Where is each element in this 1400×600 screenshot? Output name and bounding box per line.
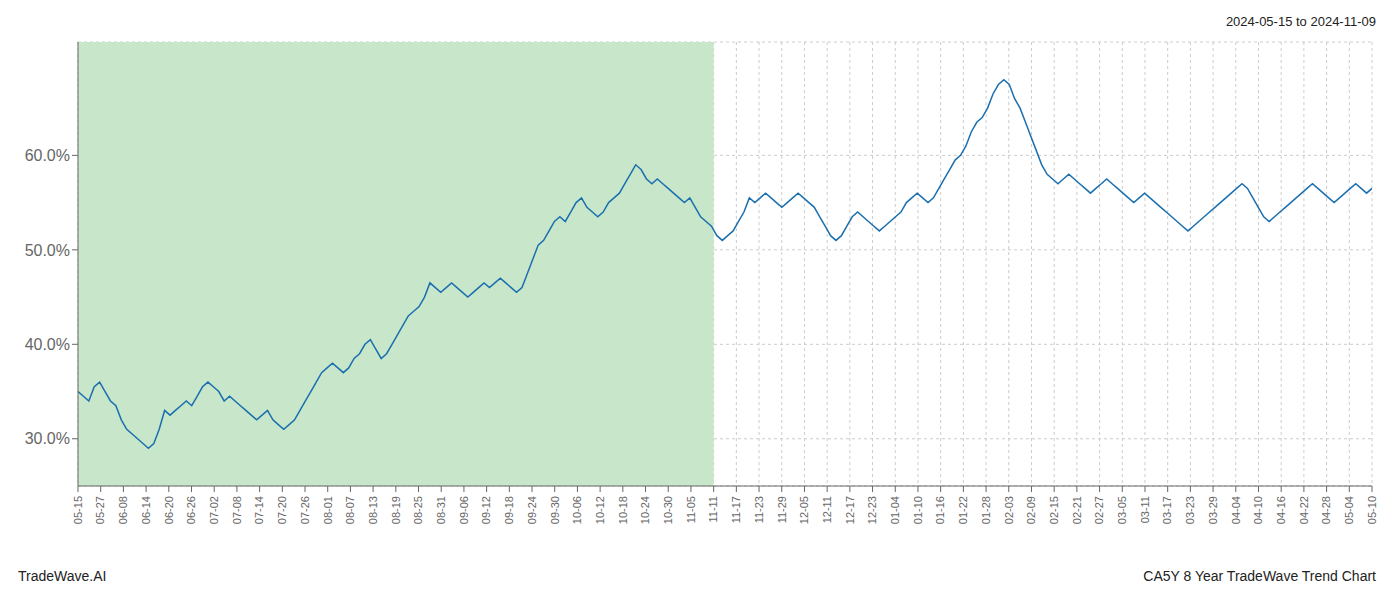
svg-text:01-10: 01-10: [912, 496, 924, 524]
svg-text:12-11: 12-11: [821, 496, 833, 523]
svg-text:12-23: 12-23: [866, 496, 878, 524]
svg-text:10-30: 10-30: [662, 496, 674, 524]
svg-text:09-30: 09-30: [549, 496, 561, 524]
svg-text:03-05: 03-05: [1116, 496, 1128, 524]
svg-text:02-21: 02-21: [1071, 496, 1083, 524]
svg-text:05-10: 05-10: [1366, 496, 1378, 524]
svg-text:12-17: 12-17: [844, 496, 856, 524]
svg-text:04-28: 04-28: [1320, 496, 1332, 524]
svg-text:12-05: 12-05: [798, 496, 810, 524]
svg-text:10-18: 10-18: [617, 496, 629, 524]
svg-text:11-11: 11-11: [707, 496, 719, 523]
svg-text:06-08: 06-08: [117, 496, 129, 524]
svg-text:01-16: 01-16: [934, 496, 946, 524]
svg-text:08-19: 08-19: [390, 496, 402, 524]
svg-text:07-14: 07-14: [253, 496, 265, 524]
svg-text:07-02: 07-02: [208, 496, 220, 524]
svg-text:10-12: 10-12: [594, 496, 606, 524]
svg-text:07-20: 07-20: [276, 496, 288, 524]
svg-text:05-15: 05-15: [72, 496, 84, 524]
svg-text:04-10: 04-10: [1252, 496, 1264, 524]
svg-text:05-04: 05-04: [1343, 496, 1355, 524]
svg-text:03-23: 03-23: [1184, 496, 1196, 524]
svg-text:01-22: 01-22: [957, 496, 969, 524]
svg-text:10-24: 10-24: [639, 496, 651, 524]
svg-text:08-13: 08-13: [367, 496, 379, 524]
svg-text:06-14: 06-14: [140, 496, 152, 524]
svg-text:05-27: 05-27: [95, 496, 107, 524]
svg-text:02-15: 02-15: [1048, 496, 1060, 524]
svg-text:04-22: 04-22: [1298, 496, 1310, 524]
svg-text:30.0%: 30.0%: [25, 430, 70, 447]
svg-text:03-17: 03-17: [1161, 496, 1173, 524]
svg-text:04-04: 04-04: [1230, 496, 1242, 524]
svg-text:02-27: 02-27: [1093, 496, 1105, 524]
svg-text:09-06: 09-06: [458, 496, 470, 524]
svg-text:09-18: 09-18: [503, 496, 515, 524]
svg-text:60.0%: 60.0%: [25, 147, 70, 164]
svg-text:11-29: 11-29: [776, 496, 788, 523]
svg-text:06-26: 06-26: [185, 496, 197, 524]
svg-text:07-08: 07-08: [231, 496, 243, 524]
svg-text:08-07: 08-07: [344, 496, 356, 524]
svg-text:09-12: 09-12: [480, 496, 492, 524]
svg-text:04-16: 04-16: [1275, 496, 1287, 524]
svg-text:01-28: 01-28: [980, 496, 992, 524]
svg-text:08-25: 08-25: [412, 496, 424, 524]
svg-text:03-11: 03-11: [1139, 496, 1151, 523]
svg-text:10-06: 10-06: [571, 496, 583, 524]
html-text:TradeWave.AI: TradeWave.AI: [18, 568, 107, 584]
svg-text:06-20: 06-20: [163, 496, 175, 524]
html-text:2024-05-15 to 2024-11-09: 2024-05-15 to 2024-11-09: [1225, 14, 1376, 29]
svg-text:40.0%: 40.0%: [25, 336, 70, 353]
svg-text:07-26: 07-26: [299, 496, 311, 524]
svg-text:08-01: 08-01: [322, 496, 334, 524]
svg-text:09-24: 09-24: [526, 496, 538, 524]
svg-text:03-29: 03-29: [1207, 496, 1219, 524]
html-text:CA5Y 8 Year TradeWave Trend Ch: CA5Y 8 Year TradeWave Trend Chart: [1143, 568, 1376, 584]
svg-text:08-31: 08-31: [435, 496, 447, 524]
svg-text:01-04: 01-04: [889, 496, 901, 524]
svg-text:11-23: 11-23: [753, 496, 765, 523]
svg-text:02-09: 02-09: [1025, 496, 1037, 524]
svg-text:11-05: 11-05: [685, 496, 697, 523]
svg-text:02-03: 02-03: [1003, 496, 1015, 524]
svg-text:50.0%: 50.0%: [25, 242, 70, 259]
svg-text:11-17: 11-17: [730, 496, 742, 523]
